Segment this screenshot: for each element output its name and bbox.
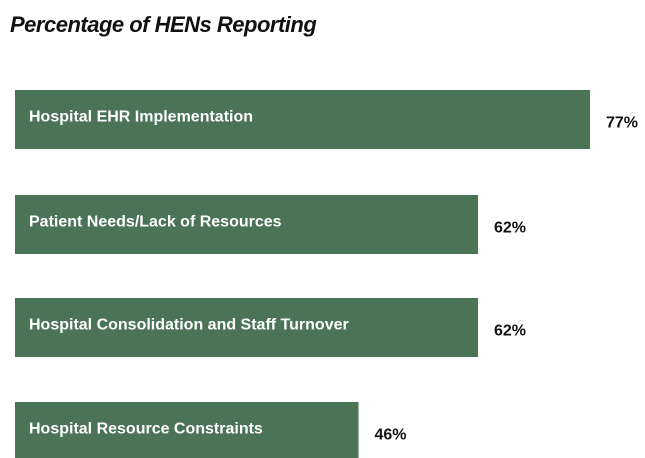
bar (15, 90, 590, 149)
value-label: 77% (606, 115, 638, 132)
value-label: 62% (494, 323, 526, 340)
bar-label: Patient Needs/Lack of Resources (29, 214, 282, 231)
chart-title: Percentage of HENs Reporting (10, 12, 317, 37)
value-label: 46% (375, 427, 407, 444)
bar (15, 298, 478, 357)
bar-label: Hospital Resource Constraints (29, 421, 263, 438)
bar-label: Hospital Consolidation and Staff Turnove… (29, 317, 349, 334)
bar-label: Hospital EHR Implementation (29, 109, 253, 126)
bar (15, 402, 359, 458)
value-label: 62% (494, 220, 526, 237)
bar (15, 195, 478, 254)
